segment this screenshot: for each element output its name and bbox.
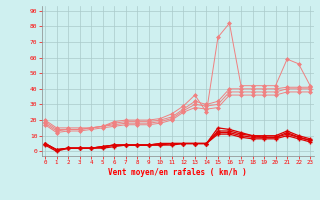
X-axis label: Vent moyen/en rafales ( km/h ): Vent moyen/en rafales ( km/h ): [108, 168, 247, 177]
